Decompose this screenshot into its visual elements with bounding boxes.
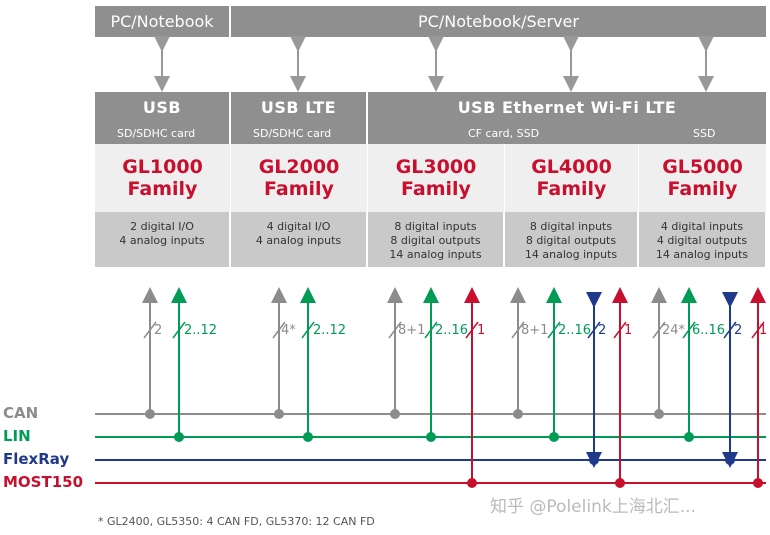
gl1000-can-node xyxy=(145,409,155,419)
gl4000-flexray-count: 2 xyxy=(598,323,607,338)
gl3000-lin-count: 2..16 xyxy=(435,323,469,338)
bus-can-label: CAN xyxy=(3,404,39,422)
io-gl3000: 8 digital inputs 8 digital outputs 14 an… xyxy=(368,212,504,267)
gl1000-lin-count: 2..12 xyxy=(184,323,218,338)
gl5000-can-count: 24* xyxy=(662,323,686,338)
gl4000-can-count: 8+1 xyxy=(521,323,549,338)
interface-ssd-sub: SSD xyxy=(693,127,716,140)
gl5000-most-node xyxy=(753,478,763,488)
host-pc-notebook-label: PC/Notebook xyxy=(110,12,214,31)
io-gl4000-line-2: 8 digital outputs xyxy=(525,234,617,247)
io-gl1000-line-1: 2 digital I/O xyxy=(130,220,194,233)
gl2000-can-count: 4* xyxy=(281,323,296,338)
family-gl4000-family: Family xyxy=(536,178,607,200)
bus-most-label: MOST150 xyxy=(3,473,84,491)
host-pc-notebook-server-label: PC/Notebook/Server xyxy=(418,12,579,31)
gl5000-flexray-node xyxy=(725,455,735,465)
io-gl5000-line-3: 14 analog inputs xyxy=(655,248,749,261)
host-pc-notebook: PC/Notebook xyxy=(95,6,229,37)
bus-flexray-label: FlexRay xyxy=(3,450,70,468)
interface-usb: USB SD/SDHC card xyxy=(95,92,229,144)
io-gl4000-line-3: 14 analog inputs xyxy=(524,248,618,261)
gl4000-lin-count: 2..16 xyxy=(558,323,592,338)
gl4000-lin-node xyxy=(549,432,559,442)
gl5000-can-node xyxy=(654,409,664,419)
interface-usb-sub: SD/SDHC card xyxy=(117,127,196,140)
family-gl1000-family: Family xyxy=(127,178,198,200)
io-gl1000: 2 digital I/O 4 analog inputs xyxy=(95,212,230,267)
io-gl4000: 8 digital inputs 8 digital outputs 14 an… xyxy=(505,212,638,267)
interface-usb-ethernet-title: USB Ethernet Wi-Fi LTE xyxy=(457,98,677,117)
gl3000-most-node xyxy=(467,478,477,488)
family-gl4000: GL4000 Family xyxy=(505,144,639,212)
gl5000-most-count: 1 xyxy=(759,323,768,338)
host-link-arrows xyxy=(154,36,714,92)
family-gl3000-name: GL3000 xyxy=(395,156,477,178)
gl4000-can-node xyxy=(513,409,523,419)
family-gl5000-family: Family xyxy=(667,178,738,200)
family-gl2000-family: Family xyxy=(264,178,334,200)
host-pc-notebook-server: PC/Notebook/Server xyxy=(231,6,766,37)
channel-slashes xyxy=(143,321,765,339)
gl2000-lin-node xyxy=(303,432,313,442)
gl1000-can-count: 2 xyxy=(154,323,163,338)
family-gl1000: GL1000 Family xyxy=(95,144,231,212)
family-gl3000-family: Family xyxy=(401,178,471,200)
family-gl1000-name: GL1000 xyxy=(122,156,203,178)
io-gl2000-line-1: 4 digital I/O xyxy=(266,220,331,233)
interface-usb-lte: USB LTE SD/SDHC card xyxy=(231,92,366,144)
gl5000-lin-count: 6..16 xyxy=(692,323,726,338)
family-gl3000: GL3000 Family xyxy=(368,144,505,212)
gl5000-flexray-count: 2 xyxy=(734,323,743,338)
interface-usb-lte-sub: SD/SDHC card xyxy=(253,127,332,140)
watermark: 知乎 @Polelink上海北汇... xyxy=(490,497,696,517)
family-gl5000: GL5000 Family xyxy=(639,144,767,212)
gl5000-lin-node xyxy=(684,432,694,442)
io-gl2000-line-2: 4 analog inputs xyxy=(255,234,342,247)
io-gl4000-line-1: 8 digital inputs xyxy=(529,220,613,233)
family-gl2000: GL2000 Family xyxy=(231,144,368,212)
gl4000-flexray-node xyxy=(589,455,599,465)
interface-usb-lte-title: USB LTE xyxy=(260,98,337,117)
io-gl3000-line-1: 8 digital inputs xyxy=(394,220,477,233)
io-gl5000-line-2: 4 digital outputs xyxy=(656,234,748,247)
footnote: * GL2400, GL5350: 4 CAN FD, GL5370: 12 C… xyxy=(98,515,375,528)
io-gl5000-line-1: 4 digital inputs xyxy=(660,220,744,233)
io-gl5000: 4 digital inputs 4 digital outputs 14 an… xyxy=(639,212,766,267)
interface-cf-ssd-sub: CF card, SSD xyxy=(468,127,540,140)
io-gl3000-line-3: 14 analog inputs xyxy=(389,248,482,261)
family-gl5000-name: GL5000 xyxy=(662,156,743,178)
gl3000-most-count: 1 xyxy=(477,323,486,338)
interface-usb-ethernet: USB Ethernet Wi-Fi LTE CF card, SSD SSD xyxy=(368,92,766,144)
gl1000-lin-node xyxy=(174,432,184,442)
family-gl2000-name: GL2000 xyxy=(258,156,340,178)
family-gl4000-name: GL4000 xyxy=(531,156,612,178)
gl2000-can-node xyxy=(274,409,284,419)
gl3000-lin-node xyxy=(426,432,436,442)
gl3000-can-node xyxy=(390,409,400,419)
gl4000-most-count: 1 xyxy=(624,323,633,338)
io-gl1000-line-2: 4 analog inputs xyxy=(119,234,205,247)
gl4000-most-node xyxy=(615,478,625,488)
bus-lin-label: LIN xyxy=(3,427,31,445)
gl2000-lin-count: 2..12 xyxy=(313,323,347,338)
io-gl2000: 4 digital I/O 4 analog inputs xyxy=(231,212,367,267)
interface-usb-title: USB xyxy=(142,98,182,117)
gl3000-can-count: 8+1 xyxy=(398,323,426,338)
io-gl3000-line-2: 8 digital outputs xyxy=(390,234,481,247)
